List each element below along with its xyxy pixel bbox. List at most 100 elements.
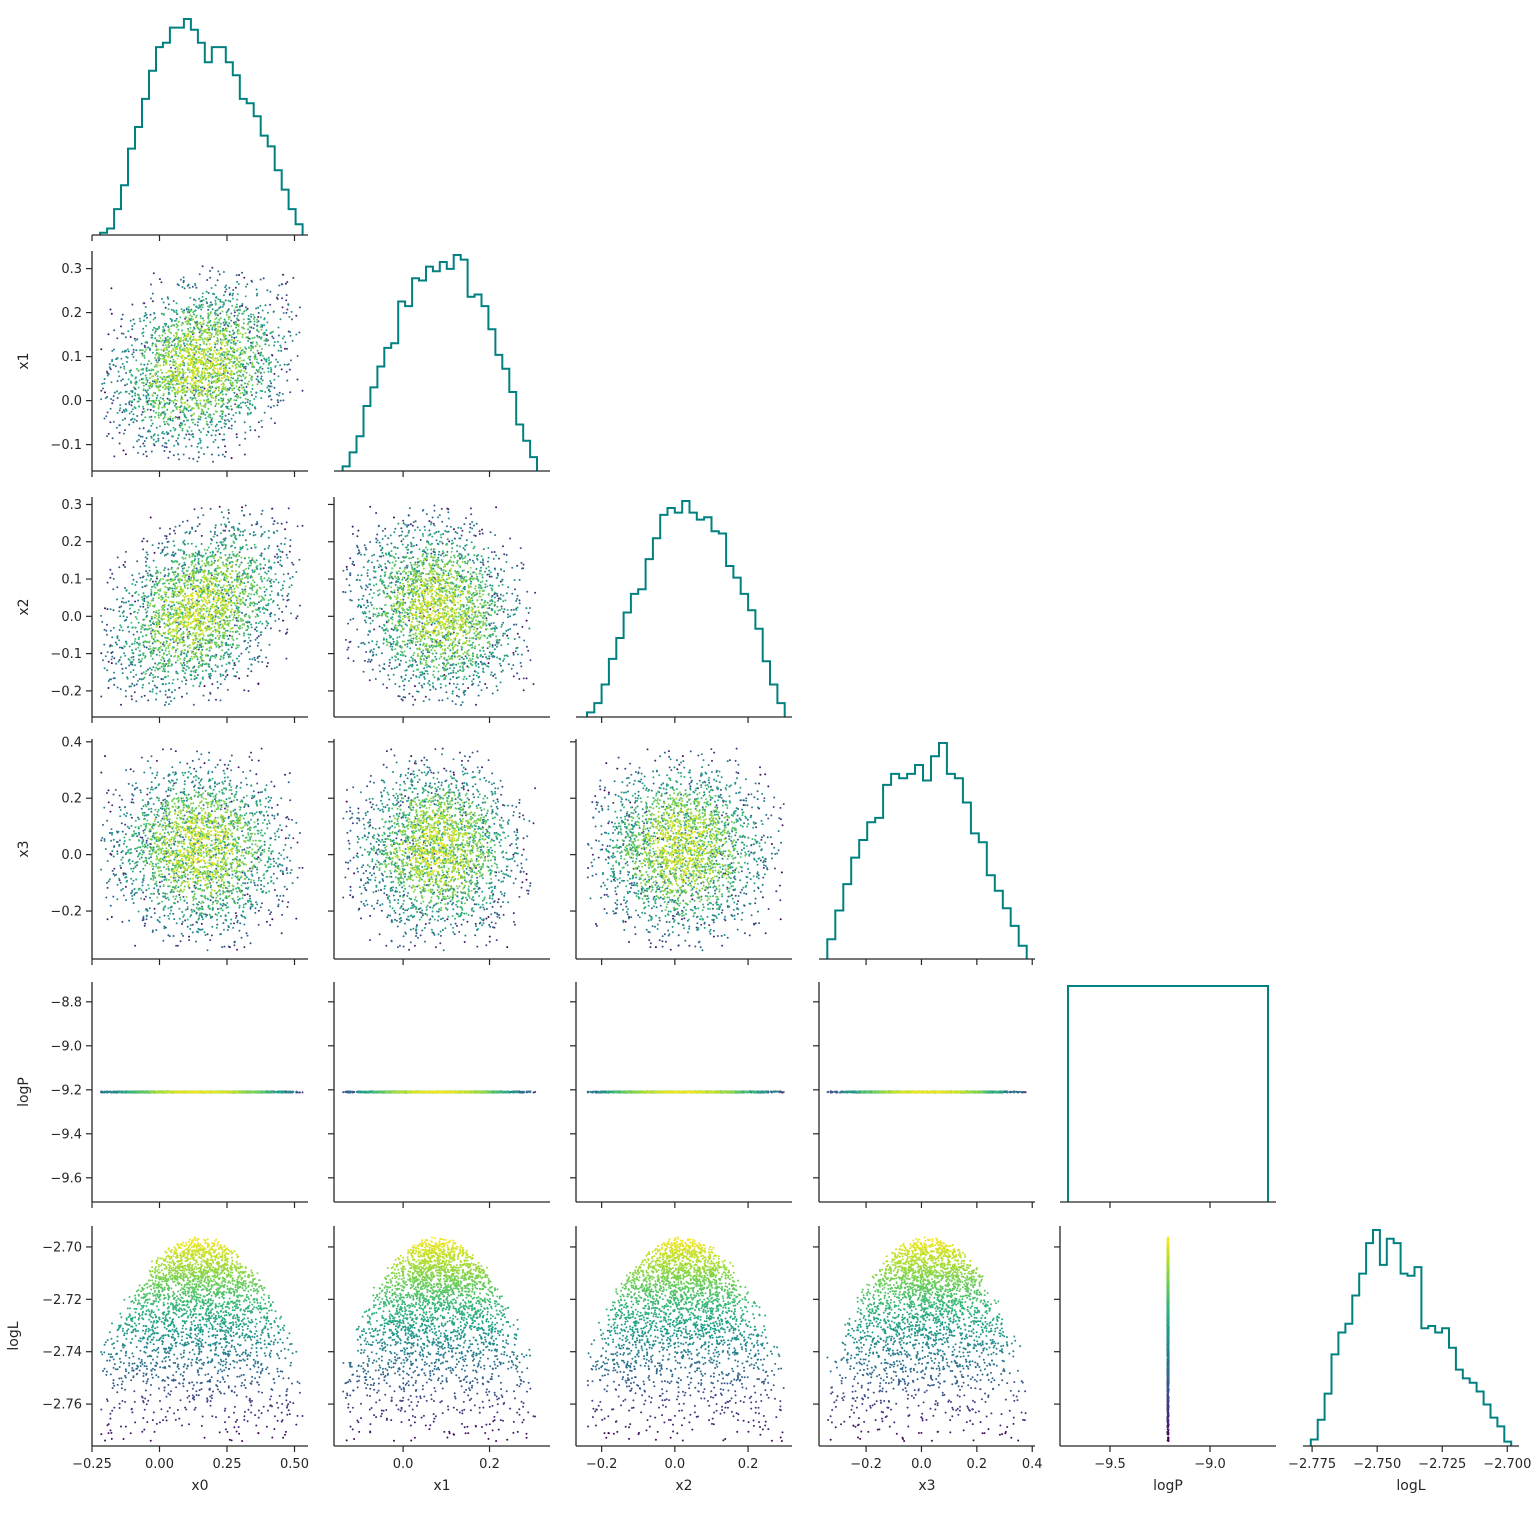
scatter-point xyxy=(268,344,270,346)
scatter-point xyxy=(145,670,147,672)
scatter-point xyxy=(243,312,245,314)
scatter-point xyxy=(245,621,247,623)
scatter-point xyxy=(220,380,222,382)
scatter-point xyxy=(185,683,187,685)
scatter-point xyxy=(104,667,106,669)
scatter-point xyxy=(148,429,150,431)
scatter-point xyxy=(123,366,125,368)
scatter-point xyxy=(150,672,152,674)
scatter-point xyxy=(227,399,229,401)
scatter-point xyxy=(209,314,211,316)
scatter-point xyxy=(164,388,166,390)
scatter-point xyxy=(142,603,144,605)
scatter-point xyxy=(105,397,107,399)
scatter-point xyxy=(217,687,219,689)
scatter-point xyxy=(217,666,219,668)
scatter-point xyxy=(191,445,193,447)
scatter-point xyxy=(138,573,140,575)
scatter-point xyxy=(274,422,276,424)
scatter-point xyxy=(156,427,158,429)
scatter-point xyxy=(105,655,107,657)
scatter-point xyxy=(196,599,198,601)
scatter-point xyxy=(218,394,220,396)
scatter-point xyxy=(227,581,229,583)
scatter-point xyxy=(164,323,166,325)
scatter-point xyxy=(189,660,191,662)
scatter-point xyxy=(154,617,156,619)
scatter-point xyxy=(127,330,129,332)
scatter-point xyxy=(260,324,262,326)
scatter-point xyxy=(106,371,108,373)
scatter-point xyxy=(265,304,267,306)
scatter-point xyxy=(268,359,270,361)
scatter-point xyxy=(225,299,227,301)
scatter-point xyxy=(105,630,107,632)
scatter-point xyxy=(246,283,248,285)
scatter-point xyxy=(149,416,151,418)
scatter-point xyxy=(215,524,217,526)
scatter-point xyxy=(186,379,188,381)
scatter-point xyxy=(280,350,282,352)
scatter-point xyxy=(245,332,247,334)
scatter-point xyxy=(247,323,249,325)
scatter-point xyxy=(183,420,185,422)
scatter-point xyxy=(183,362,185,364)
scatter-point xyxy=(267,312,269,314)
scatter-point xyxy=(250,562,252,564)
scatter-point xyxy=(244,402,246,404)
scatter-point xyxy=(222,658,224,660)
scatter-point xyxy=(155,412,157,414)
scatter-point xyxy=(157,547,159,549)
scatter-point xyxy=(250,350,252,352)
scatter-point xyxy=(184,649,186,651)
scatter-point xyxy=(169,374,171,376)
scatter-point xyxy=(237,620,239,622)
scatter-point xyxy=(157,361,159,363)
scatter-point xyxy=(163,433,165,435)
scatter-point xyxy=(183,540,185,542)
scatter-point xyxy=(157,438,159,440)
scatter-point xyxy=(230,361,232,363)
scatter-point xyxy=(256,295,258,297)
scatter-point xyxy=(246,393,248,395)
scatter-point xyxy=(246,647,248,649)
scatter-point xyxy=(261,553,263,555)
scatter-point xyxy=(197,385,199,387)
scatter-point xyxy=(190,397,192,399)
scatter-point xyxy=(210,675,212,677)
scatter-point xyxy=(251,362,253,364)
scatter-point xyxy=(194,675,196,677)
scatter-point xyxy=(247,562,249,564)
scatter-point xyxy=(233,373,235,375)
scatter-point xyxy=(117,556,119,558)
scatter-point xyxy=(247,627,249,629)
scatter-point xyxy=(255,546,257,548)
scatter-point xyxy=(120,391,122,393)
scatter-point xyxy=(177,345,179,347)
scatter-point xyxy=(249,560,251,562)
scatter-point xyxy=(155,572,157,574)
scatter-point xyxy=(217,339,219,341)
scatter-point xyxy=(162,329,164,331)
scatter-point xyxy=(145,349,147,351)
scatter-point xyxy=(200,361,202,363)
scatter-point xyxy=(191,357,193,359)
scatter-point xyxy=(187,660,189,662)
scatter-point xyxy=(154,592,156,594)
scatter-point xyxy=(108,433,110,435)
scatter-point xyxy=(204,414,206,416)
scatter-point xyxy=(228,316,230,318)
scatter-point xyxy=(249,533,251,535)
scatter-point xyxy=(132,656,134,658)
scatter-point xyxy=(147,607,149,609)
scatter-point xyxy=(152,404,154,406)
scatter-point xyxy=(137,612,139,614)
scatter-point xyxy=(263,371,265,373)
scatter-point xyxy=(194,396,196,398)
scatter-point xyxy=(188,284,190,286)
scatter-point xyxy=(187,419,189,421)
scatter-point xyxy=(260,535,262,537)
scatter-point xyxy=(158,615,160,617)
scatter-point xyxy=(102,659,104,661)
scatter-point xyxy=(108,687,110,689)
